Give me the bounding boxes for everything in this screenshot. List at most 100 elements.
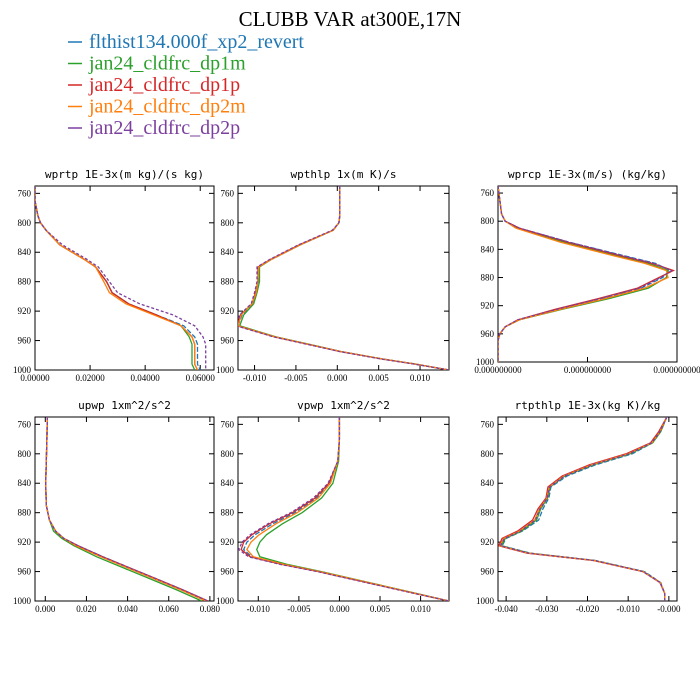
chart-panel: wprcp 1E-3x(m/s) (kg/kg) 760 800 840 880 920 9… bbox=[474, 168, 700, 375]
x-tick-label: -0.010 bbox=[617, 604, 641, 614]
y-tick-label: 840 bbox=[481, 244, 495, 254]
y-tick-label: 880 bbox=[221, 277, 235, 287]
x-tick-label: 0.000000000 bbox=[474, 365, 522, 375]
y-tick-label: 960 bbox=[18, 336, 32, 346]
y-tick-label: 800 bbox=[221, 449, 235, 459]
chart-panel: wpthlp 1x(m K)/s 760 800 840 880 920 960 1000 -0… bbox=[216, 168, 450, 383]
series-line bbox=[238, 186, 449, 370]
y-tick-label: 920 bbox=[221, 537, 235, 547]
series-line bbox=[498, 186, 669, 362]
y-tick-label: 1000 bbox=[216, 596, 235, 606]
panel-title: rtpthlp 1E-3x(kg K)/kg bbox=[515, 399, 661, 412]
series-line bbox=[45, 417, 209, 601]
legend-label: jan24_cldfrc_dp1m bbox=[88, 53, 246, 75]
x-tick-label: -0.020 bbox=[576, 604, 600, 614]
chart-panel: vpwp 1xm^2/s^2 760 800 840 880 920 960 1000 -0.0… bbox=[216, 399, 450, 614]
y-tick-label: 800 bbox=[481, 216, 495, 226]
series-group bbox=[498, 186, 676, 362]
panel-title: wprcp 1E-3x(m/s) (kg/kg) bbox=[508, 168, 667, 181]
legend-label: jan24_cldfrc_dp2m bbox=[88, 96, 246, 118]
y-tick-label: 960 bbox=[481, 329, 495, 339]
series-line bbox=[45, 417, 202, 601]
panel-title: wprtp 1E-3x(m kg)/(s kg) bbox=[45, 168, 204, 181]
x-tick-label: 0.000 bbox=[329, 604, 350, 614]
series-group bbox=[498, 417, 668, 601]
x-tick-label: -0.005 bbox=[287, 604, 311, 614]
y-tick-label: 880 bbox=[18, 508, 32, 518]
y-tick-label: 880 bbox=[18, 277, 32, 287]
x-tick-label: -0.000 bbox=[657, 604, 681, 614]
y-tick-label: 760 bbox=[18, 188, 32, 198]
y-tick-label: 840 bbox=[18, 247, 32, 257]
y-tick-label: 960 bbox=[18, 567, 32, 577]
y-tick-label: 920 bbox=[481, 301, 495, 311]
y-tick-label: 840 bbox=[221, 478, 235, 488]
legend: flthist134.000f_xp2_revertjan24_cldfrc_d… bbox=[68, 31, 304, 139]
legend-entry: jan24_cldfrc_dp2p bbox=[68, 117, 240, 139]
y-tick-label: 840 bbox=[18, 478, 32, 488]
y-tick-label: 880 bbox=[481, 508, 495, 518]
legend-label: flthist134.000f_xp2_revert bbox=[89, 31, 304, 53]
y-tick-label: 920 bbox=[18, 537, 32, 547]
x-tick-label: 0.005 bbox=[369, 373, 390, 383]
y-tick-label: 960 bbox=[221, 567, 235, 577]
legend-entry: flthist134.000f_xp2_revert bbox=[68, 31, 304, 53]
plot-frame bbox=[237, 416, 450, 602]
legend-label: jan24_cldfrc_dp2p bbox=[88, 117, 240, 139]
x-tick-label: 0.04000 bbox=[131, 373, 161, 383]
series-line bbox=[35, 186, 207, 370]
panel-title: upwp 1xm^2/s^2 bbox=[78, 399, 171, 412]
x-tick-label: 0.020 bbox=[76, 604, 97, 614]
series-line bbox=[35, 186, 201, 370]
figure-title: CLUBB VAR at300E,17N bbox=[239, 7, 462, 31]
y-tick-label: 800 bbox=[481, 449, 495, 459]
plot-frame bbox=[237, 185, 450, 371]
legend-label: jan24_cldfrc_dp1p bbox=[88, 74, 240, 96]
x-tick-label: 0.005 bbox=[370, 604, 391, 614]
y-tick-label: 800 bbox=[221, 218, 235, 228]
y-tick-label: 880 bbox=[481, 273, 495, 283]
x-tick-label: 0.000000000 bbox=[653, 365, 700, 375]
series-line bbox=[498, 186, 674, 362]
y-tick-label: 1000 bbox=[216, 365, 235, 375]
series-group bbox=[45, 417, 209, 601]
series-line bbox=[45, 417, 209, 601]
x-tick-label: 0.06000 bbox=[186, 373, 216, 383]
series-line bbox=[45, 417, 209, 601]
y-tick-label: 920 bbox=[18, 306, 32, 316]
x-tick-label: 0.040 bbox=[117, 604, 138, 614]
y-tick-label: 1000 bbox=[13, 365, 32, 375]
legend-entry: jan24_cldfrc_dp2m bbox=[68, 96, 246, 118]
legend-entry: jan24_cldfrc_dp1m bbox=[68, 53, 246, 75]
x-tick-label: 0.010 bbox=[410, 604, 431, 614]
panels: wprtp 1E-3x(m kg)/(s kg) 760 800 840 880 920 9… bbox=[13, 168, 700, 614]
y-tick-label: 1000 bbox=[476, 357, 495, 367]
y-tick-label: 800 bbox=[18, 218, 32, 228]
series-line bbox=[45, 417, 207, 601]
x-tick-label: 0.080 bbox=[200, 604, 221, 614]
x-tick-label: -0.040 bbox=[495, 604, 519, 614]
y-tick-label: 800 bbox=[18, 449, 32, 459]
x-tick-label: -0.005 bbox=[284, 373, 308, 383]
series-line bbox=[35, 186, 199, 370]
y-tick-label: 760 bbox=[221, 188, 235, 198]
series-line bbox=[255, 417, 449, 601]
chart-panel: wprtp 1E-3x(m kg)/(s kg) 760 800 840 880 920 9… bbox=[13, 168, 215, 383]
series-line bbox=[240, 417, 449, 601]
plot-frame bbox=[497, 185, 678, 363]
x-tick-label: 0.00000 bbox=[20, 373, 50, 383]
series-line bbox=[35, 186, 196, 370]
x-tick-label: 0.000 bbox=[35, 604, 56, 614]
series-line bbox=[501, 417, 668, 601]
y-tick-label: 760 bbox=[221, 419, 235, 429]
y-tick-label: 840 bbox=[221, 247, 235, 257]
y-tick-label: 920 bbox=[221, 306, 235, 316]
plot-frame bbox=[34, 416, 215, 602]
series-line bbox=[498, 186, 669, 362]
series-line bbox=[500, 417, 668, 601]
y-tick-label: 920 bbox=[481, 537, 495, 547]
x-tick-label: 0.000000000 bbox=[564, 365, 612, 375]
x-tick-label: 0.060 bbox=[159, 604, 180, 614]
series-line bbox=[238, 186, 449, 370]
